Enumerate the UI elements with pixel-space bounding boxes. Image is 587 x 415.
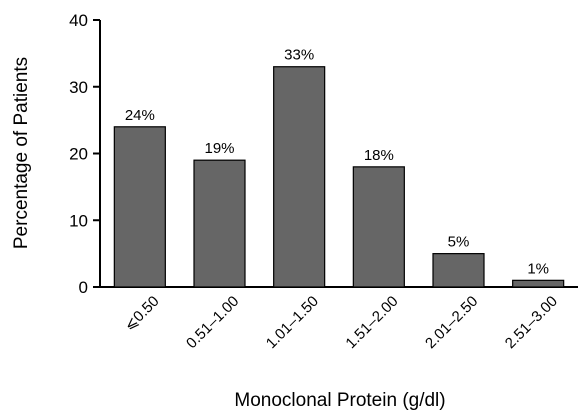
y-tick-label: 40 bbox=[69, 11, 88, 30]
bar-data-label: 18% bbox=[364, 147, 394, 164]
category-label: ⩽0.50 bbox=[121, 293, 163, 335]
category-label: 2.01–2.50 bbox=[422, 293, 481, 352]
x-axis-title: Monoclonal Protein (g/dl) bbox=[234, 390, 445, 411]
y-tick-label: 10 bbox=[69, 211, 88, 230]
category-label: 1.01–1.50 bbox=[263, 293, 322, 352]
y-axis-title: Percentage of Patients bbox=[11, 57, 32, 249]
category-labels: ⩽0.50 0.51–1.00 1.01–1.50 1.51–2.00 2.01–2.5… bbox=[121, 293, 561, 352]
bar bbox=[273, 66, 326, 288]
category-label: 2.51–3.00 bbox=[502, 293, 561, 352]
y-tick-label: 20 bbox=[69, 145, 88, 164]
bar bbox=[512, 279, 565, 288]
y-tick-label: 0 bbox=[79, 278, 88, 297]
bar-data-label: 1% bbox=[527, 260, 549, 277]
bar bbox=[432, 253, 485, 288]
category-label: 0.51–1.00 bbox=[183, 293, 242, 352]
bar bbox=[193, 159, 246, 288]
bar-data-label: 19% bbox=[204, 140, 234, 157]
y-ticks: 0 10 20 30 40 bbox=[69, 11, 100, 297]
bar-data-label: 5% bbox=[448, 234, 470, 251]
data-labels: 24% 19% 33% 18% 5% 1% bbox=[125, 47, 549, 278]
bar bbox=[352, 166, 405, 288]
category-label: 1.51–2.00 bbox=[342, 293, 401, 352]
bar bbox=[113, 126, 166, 288]
y-tick-label: 30 bbox=[69, 78, 88, 97]
bar-data-label: 24% bbox=[125, 107, 155, 124]
bar-data-label: 33% bbox=[284, 47, 314, 64]
bars bbox=[113, 66, 565, 288]
